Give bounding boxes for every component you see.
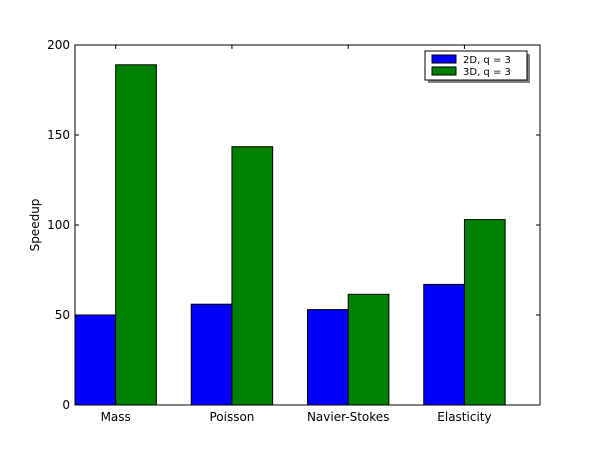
tick-labels-layer: 0 50 100 150 200 Mass Poisson Navier-Stokes Elas… bbox=[47, 38, 492, 424]
bar-2d-poisson bbox=[190, 303, 233, 406]
bar-3d-mass bbox=[115, 64, 157, 406]
bar-3d-navier-stokes bbox=[347, 293, 390, 406]
bar-3d-elasticity bbox=[463, 219, 506, 406]
y-tick-label: 50 bbox=[55, 308, 70, 322]
x-tick-label-elasticity: Elasticity bbox=[437, 410, 491, 424]
y-tick-label: 200 bbox=[47, 38, 70, 52]
x-tick-label-navier-stokes: Navier-Stokes bbox=[307, 410, 389, 424]
y-tick-label: 0 bbox=[62, 398, 70, 412]
legend-swatch-2d bbox=[431, 54, 457, 64]
y-tick-label: 100 bbox=[47, 218, 70, 232]
legend-label-3d: 3D, q = 3 bbox=[463, 67, 511, 78]
x-tick-label-poisson: Poisson bbox=[209, 410, 254, 424]
bar-3d-poisson bbox=[231, 146, 274, 406]
y-axis-label: Speedup bbox=[28, 199, 42, 252]
legend: 2D, q = 33D, q = 3 bbox=[424, 50, 530, 83]
x-tick-label-mass: Mass bbox=[101, 410, 131, 424]
y-tick-label: 150 bbox=[47, 128, 70, 142]
legend-label-2d: 2D, q = 3 bbox=[463, 55, 511, 66]
ticks-layer bbox=[75, 44, 540, 406]
bar-2d-navier-stokes bbox=[307, 309, 349, 406]
bar-2d-mass bbox=[74, 314, 117, 406]
bars-layer bbox=[74, 64, 506, 406]
legend-swatch-3d bbox=[431, 66, 457, 76]
bar-2d-elasticity bbox=[423, 283, 465, 406]
